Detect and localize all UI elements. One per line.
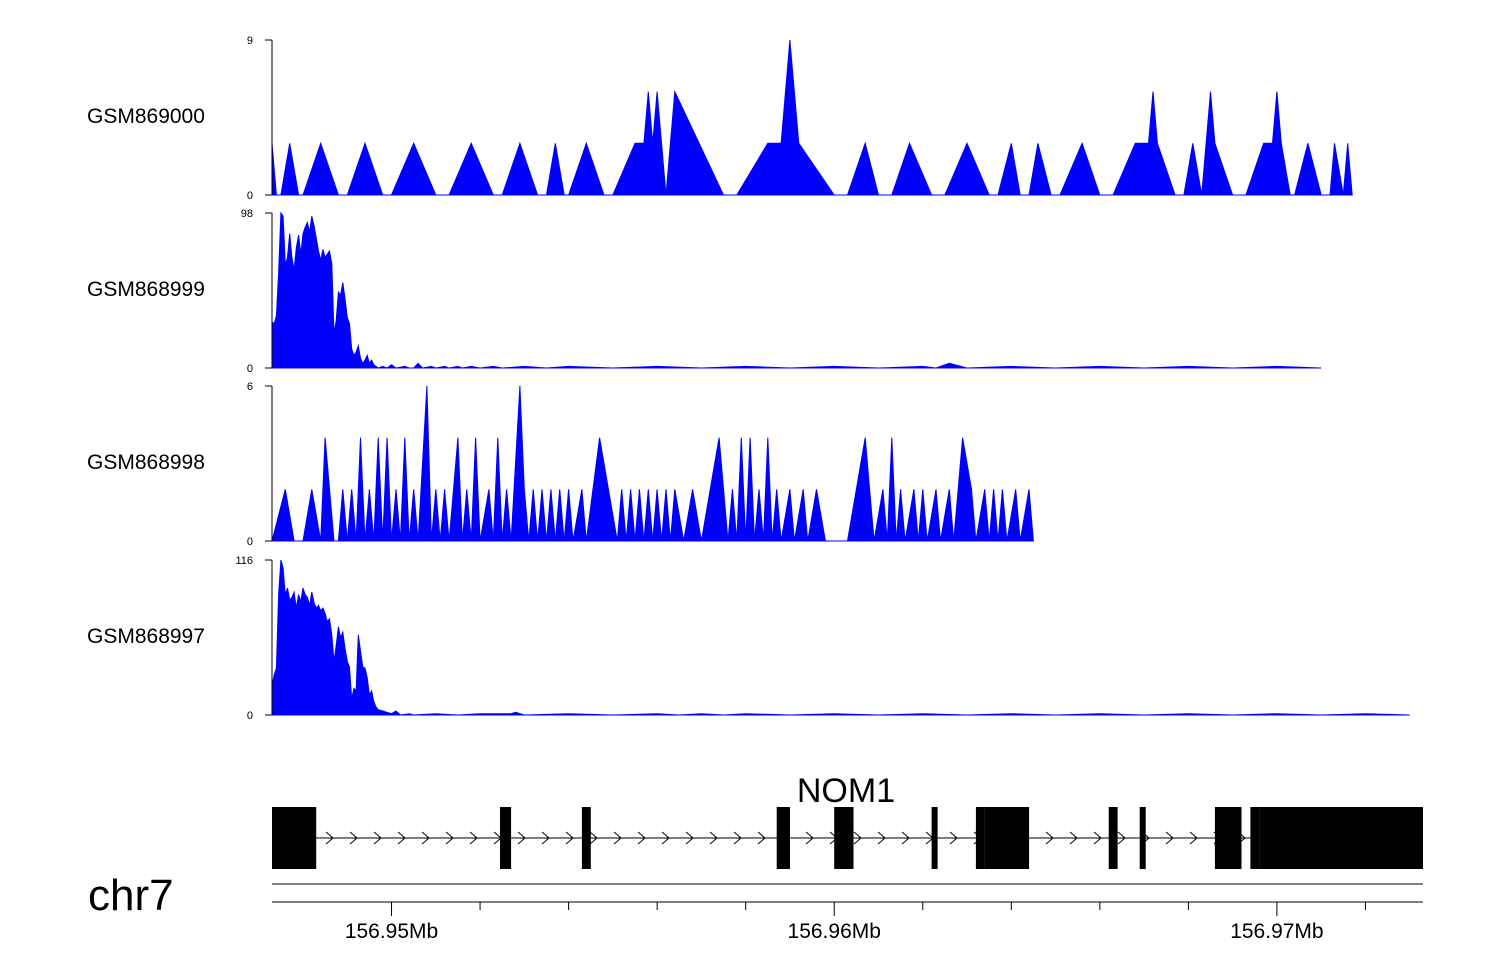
strand-arrow bbox=[541, 831, 550, 845]
x-tick-label: 156.95Mb bbox=[345, 920, 438, 943]
strand-arrow bbox=[373, 831, 382, 845]
y-tick-label: 6 bbox=[247, 381, 253, 393]
exon-block bbox=[984, 807, 1025, 869]
strand-arrow bbox=[1069, 831, 1078, 845]
track-GSM869000: GSM869000 9 0 bbox=[87, 35, 1353, 202]
strand-arrow bbox=[1093, 831, 1102, 845]
strand-arrow bbox=[709, 831, 718, 845]
track-GSM868998: GSM868998 6 0 bbox=[87, 381, 1034, 548]
track-GSM868997: GSM868997 116 0 bbox=[87, 555, 1410, 722]
exon-block bbox=[276, 807, 317, 869]
exon-block bbox=[1232, 807, 1242, 869]
strand-arrow bbox=[517, 831, 526, 845]
chromosome-label: chr7 bbox=[88, 871, 174, 920]
strand-arrow bbox=[877, 831, 886, 845]
strand-arrow bbox=[853, 831, 862, 845]
strand-arrow bbox=[1045, 831, 1054, 845]
strand-arrow bbox=[613, 831, 622, 845]
strand-arrow bbox=[1165, 831, 1174, 845]
exon-block bbox=[1259, 807, 1423, 869]
strand-arrow bbox=[445, 831, 454, 845]
strand-arrow bbox=[1117, 831, 1126, 845]
track-name-label: GSM868999 bbox=[87, 278, 205, 301]
exon-block bbox=[1108, 807, 1118, 869]
exon-block bbox=[1020, 807, 1030, 869]
coverage-area bbox=[271, 559, 1410, 716]
coverage-area bbox=[271, 385, 1034, 542]
y-tick-label: 0 bbox=[247, 363, 253, 375]
y-tick-label: 116 bbox=[235, 555, 253, 567]
track-GSM868999: GSM868999 98 0 bbox=[87, 208, 1322, 375]
strand-arrow bbox=[805, 831, 814, 845]
gene-name-label: NOM1 bbox=[797, 772, 895, 810]
strand-arrow bbox=[901, 831, 910, 845]
strand-arrow bbox=[1189, 831, 1198, 845]
y-tick-label: 0 bbox=[247, 536, 253, 548]
strand-arrow bbox=[325, 831, 334, 845]
x-tick-label: 156.97Mb bbox=[1230, 920, 1323, 943]
x-tick-label: 156.96Mb bbox=[788, 920, 881, 943]
strand-arrow bbox=[637, 831, 646, 845]
gene-model-track: NOM1 bbox=[272, 772, 1423, 869]
track-name-label: GSM869000 bbox=[87, 105, 205, 128]
strand-arrow bbox=[733, 831, 742, 845]
y-tick-label: 98 bbox=[241, 208, 253, 220]
track-name-label: GSM868997 bbox=[87, 625, 205, 648]
exon-block bbox=[776, 807, 790, 869]
exon-block bbox=[581, 807, 591, 869]
exon-block bbox=[847, 807, 854, 869]
strand-arrow bbox=[661, 831, 670, 845]
y-tick-label: 9 bbox=[247, 35, 253, 47]
exon-block bbox=[1139, 807, 1146, 869]
strand-arrow bbox=[349, 831, 358, 845]
strand-arrow bbox=[949, 831, 958, 845]
strand-arrow bbox=[397, 831, 406, 845]
exon-block bbox=[975, 807, 985, 869]
y-tick-label: 0 bbox=[247, 710, 253, 722]
strand-arrow bbox=[685, 831, 694, 845]
strand-arrow bbox=[757, 831, 766, 845]
coverage-tracks: GSM86900090GSM868999980GSM86899860GSM868… bbox=[87, 35, 1410, 722]
strand-arrow bbox=[589, 831, 598, 845]
strand-arrow bbox=[469, 831, 478, 845]
track-name-label: GSM868998 bbox=[87, 451, 205, 474]
genome-axis: chr7 156.95Mb 156.96Mb 156.97Mb bbox=[88, 871, 1423, 943]
exon-block bbox=[834, 807, 848, 869]
y-tick-label: 0 bbox=[247, 190, 253, 202]
exon-block bbox=[500, 807, 512, 869]
coverage-area bbox=[271, 39, 1353, 196]
coverage-area bbox=[271, 211, 1322, 369]
exon-block bbox=[1214, 807, 1237, 869]
exon-block bbox=[931, 807, 938, 869]
exon-block bbox=[1250, 807, 1260, 869]
strand-arrow bbox=[421, 831, 430, 845]
exon-block bbox=[272, 807, 278, 869]
strand-arrow bbox=[565, 831, 574, 845]
